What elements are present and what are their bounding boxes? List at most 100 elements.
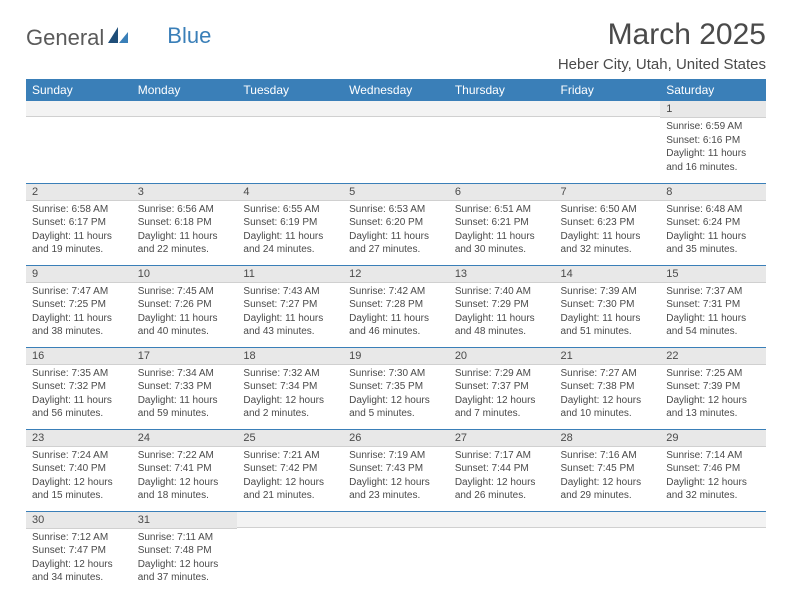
day-details: Sunrise: 7:32 AMSunset: 7:34 PMDaylight:… bbox=[237, 365, 343, 423]
day-details: Sunrise: 7:43 AMSunset: 7:27 PMDaylight:… bbox=[237, 283, 343, 341]
calendar-cell: 29Sunrise: 7:14 AMSunset: 7:46 PMDayligh… bbox=[660, 429, 766, 511]
calendar-cell: 25Sunrise: 7:21 AMSunset: 7:42 PMDayligh… bbox=[237, 429, 343, 511]
calendar-cell bbox=[660, 511, 766, 593]
day-number: 16 bbox=[26, 348, 132, 365]
day-number: 10 bbox=[132, 266, 238, 283]
day-number: 4 bbox=[237, 184, 343, 201]
calendar-cell: 17Sunrise: 7:34 AMSunset: 7:33 PMDayligh… bbox=[132, 347, 238, 429]
day-number: 21 bbox=[555, 348, 661, 365]
day-number: 8 bbox=[660, 184, 766, 201]
day-number: 6 bbox=[449, 184, 555, 201]
calendar-cell: 10Sunrise: 7:45 AMSunset: 7:26 PMDayligh… bbox=[132, 265, 238, 347]
day-details: Sunrise: 7:17 AMSunset: 7:44 PMDaylight:… bbox=[449, 447, 555, 505]
day-number: 7 bbox=[555, 184, 661, 201]
day-number: 2 bbox=[26, 184, 132, 201]
calendar-cell: 6Sunrise: 6:51 AMSunset: 6:21 PMDaylight… bbox=[449, 183, 555, 265]
day-details: Sunrise: 7:14 AMSunset: 7:46 PMDaylight:… bbox=[660, 447, 766, 505]
day-details: Sunrise: 7:37 AMSunset: 7:31 PMDaylight:… bbox=[660, 283, 766, 341]
calendar-cell: 2Sunrise: 6:58 AMSunset: 6:17 PMDaylight… bbox=[26, 183, 132, 265]
day-details: Sunrise: 6:51 AMSunset: 6:21 PMDaylight:… bbox=[449, 201, 555, 259]
calendar-cell: 3Sunrise: 6:56 AMSunset: 6:18 PMDaylight… bbox=[132, 183, 238, 265]
day-number: 11 bbox=[237, 266, 343, 283]
day-details: Sunrise: 6:58 AMSunset: 6:17 PMDaylight:… bbox=[26, 201, 132, 259]
weekday-header: Monday bbox=[132, 79, 238, 101]
calendar-cell: 16Sunrise: 7:35 AMSunset: 7:32 PMDayligh… bbox=[26, 347, 132, 429]
day-details: Sunrise: 6:56 AMSunset: 6:18 PMDaylight:… bbox=[132, 201, 238, 259]
day-details: Sunrise: 7:24 AMSunset: 7:40 PMDaylight:… bbox=[26, 447, 132, 505]
location: Heber City, Utah, United States bbox=[558, 56, 766, 73]
calendar-body: 1Sunrise: 6:59 AMSunset: 6:16 PMDaylight… bbox=[26, 101, 766, 593]
day-number: 17 bbox=[132, 348, 238, 365]
day-number: 15 bbox=[660, 266, 766, 283]
day-number: 31 bbox=[132, 512, 238, 529]
day-details: Sunrise: 7:22 AMSunset: 7:41 PMDaylight:… bbox=[132, 447, 238, 505]
calendar-cell: 23Sunrise: 7:24 AMSunset: 7:40 PMDayligh… bbox=[26, 429, 132, 511]
calendar-cell: 15Sunrise: 7:37 AMSunset: 7:31 PMDayligh… bbox=[660, 265, 766, 347]
calendar-cell: 9Sunrise: 7:47 AMSunset: 7:25 PMDaylight… bbox=[26, 265, 132, 347]
day-number: 3 bbox=[132, 184, 238, 201]
day-number: 1 bbox=[660, 101, 766, 118]
day-details: Sunrise: 7:29 AMSunset: 7:37 PMDaylight:… bbox=[449, 365, 555, 423]
day-details: Sunrise: 7:45 AMSunset: 7:26 PMDaylight:… bbox=[132, 283, 238, 341]
day-number: 25 bbox=[237, 430, 343, 447]
month-title: March 2025 bbox=[558, 18, 766, 52]
day-details: Sunrise: 6:53 AMSunset: 6:20 PMDaylight:… bbox=[343, 201, 449, 259]
day-details: Sunrise: 7:39 AMSunset: 7:30 PMDaylight:… bbox=[555, 283, 661, 341]
day-number: 20 bbox=[449, 348, 555, 365]
calendar-cell: 26Sunrise: 7:19 AMSunset: 7:43 PMDayligh… bbox=[343, 429, 449, 511]
brand-logo: General Blue bbox=[26, 18, 211, 52]
calendar-page: General Blue March 2025 Heber City, Utah… bbox=[0, 0, 792, 593]
calendar-cell: 31Sunrise: 7:11 AMSunset: 7:48 PMDayligh… bbox=[132, 511, 238, 593]
calendar-cell: 19Sunrise: 7:30 AMSunset: 7:35 PMDayligh… bbox=[343, 347, 449, 429]
calendar-cell bbox=[237, 511, 343, 593]
day-number: 27 bbox=[449, 430, 555, 447]
calendar-cell bbox=[237, 101, 343, 183]
brand-word1: General bbox=[26, 25, 104, 51]
day-details: Sunrise: 7:11 AMSunset: 7:48 PMDaylight:… bbox=[132, 529, 238, 587]
calendar-cell bbox=[343, 101, 449, 183]
calendar-cell: 24Sunrise: 7:22 AMSunset: 7:41 PMDayligh… bbox=[132, 429, 238, 511]
calendar-cell bbox=[449, 101, 555, 183]
title-block: March 2025 Heber City, Utah, United Stat… bbox=[558, 18, 766, 73]
calendar-cell: 13Sunrise: 7:40 AMSunset: 7:29 PMDayligh… bbox=[449, 265, 555, 347]
day-number: 19 bbox=[343, 348, 449, 365]
day-details: Sunrise: 6:55 AMSunset: 6:19 PMDaylight:… bbox=[237, 201, 343, 259]
weekday-header: Friday bbox=[555, 79, 661, 101]
calendar-head: SundayMondayTuesdayWednesdayThursdayFrid… bbox=[26, 79, 766, 101]
calendar-cell bbox=[555, 101, 661, 183]
calendar-cell: 14Sunrise: 7:39 AMSunset: 7:30 PMDayligh… bbox=[555, 265, 661, 347]
header: General Blue March 2025 Heber City, Utah… bbox=[26, 18, 766, 73]
calendar-cell: 12Sunrise: 7:42 AMSunset: 7:28 PMDayligh… bbox=[343, 265, 449, 347]
brand-word2: Blue bbox=[129, 23, 211, 49]
day-number: 14 bbox=[555, 266, 661, 283]
calendar-cell bbox=[449, 511, 555, 593]
calendar-cell: 18Sunrise: 7:32 AMSunset: 7:34 PMDayligh… bbox=[237, 347, 343, 429]
calendar-cell: 7Sunrise: 6:50 AMSunset: 6:23 PMDaylight… bbox=[555, 183, 661, 265]
calendar-cell: 22Sunrise: 7:25 AMSunset: 7:39 PMDayligh… bbox=[660, 347, 766, 429]
calendar-cell: 20Sunrise: 7:29 AMSunset: 7:37 PMDayligh… bbox=[449, 347, 555, 429]
day-details: Sunrise: 6:48 AMSunset: 6:24 PMDaylight:… bbox=[660, 201, 766, 259]
day-details: Sunrise: 6:50 AMSunset: 6:23 PMDaylight:… bbox=[555, 201, 661, 259]
weekday-header: Saturday bbox=[660, 79, 766, 101]
day-details: Sunrise: 7:40 AMSunset: 7:29 PMDaylight:… bbox=[449, 283, 555, 341]
day-number: 22 bbox=[660, 348, 766, 365]
calendar-table: SundayMondayTuesdayWednesdayThursdayFrid… bbox=[26, 79, 766, 593]
calendar-cell bbox=[343, 511, 449, 593]
calendar-cell: 27Sunrise: 7:17 AMSunset: 7:44 PMDayligh… bbox=[449, 429, 555, 511]
day-details: Sunrise: 7:21 AMSunset: 7:42 PMDaylight:… bbox=[237, 447, 343, 505]
day-number: 28 bbox=[555, 430, 661, 447]
day-details: Sunrise: 7:19 AMSunset: 7:43 PMDaylight:… bbox=[343, 447, 449, 505]
weekday-header: Tuesday bbox=[237, 79, 343, 101]
day-details: Sunrise: 7:30 AMSunset: 7:35 PMDaylight:… bbox=[343, 365, 449, 423]
day-number: 5 bbox=[343, 184, 449, 201]
day-details: Sunrise: 7:35 AMSunset: 7:32 PMDaylight:… bbox=[26, 365, 132, 423]
day-details: Sunrise: 7:34 AMSunset: 7:33 PMDaylight:… bbox=[132, 365, 238, 423]
day-details: Sunrise: 6:59 AMSunset: 6:16 PMDaylight:… bbox=[660, 118, 766, 176]
day-details: Sunrise: 7:12 AMSunset: 7:47 PMDaylight:… bbox=[26, 529, 132, 587]
day-number: 29 bbox=[660, 430, 766, 447]
weekday-header: Wednesday bbox=[343, 79, 449, 101]
day-number: 18 bbox=[237, 348, 343, 365]
sail-icon bbox=[107, 24, 129, 50]
calendar-cell: 8Sunrise: 6:48 AMSunset: 6:24 PMDaylight… bbox=[660, 183, 766, 265]
weekday-header: Thursday bbox=[449, 79, 555, 101]
